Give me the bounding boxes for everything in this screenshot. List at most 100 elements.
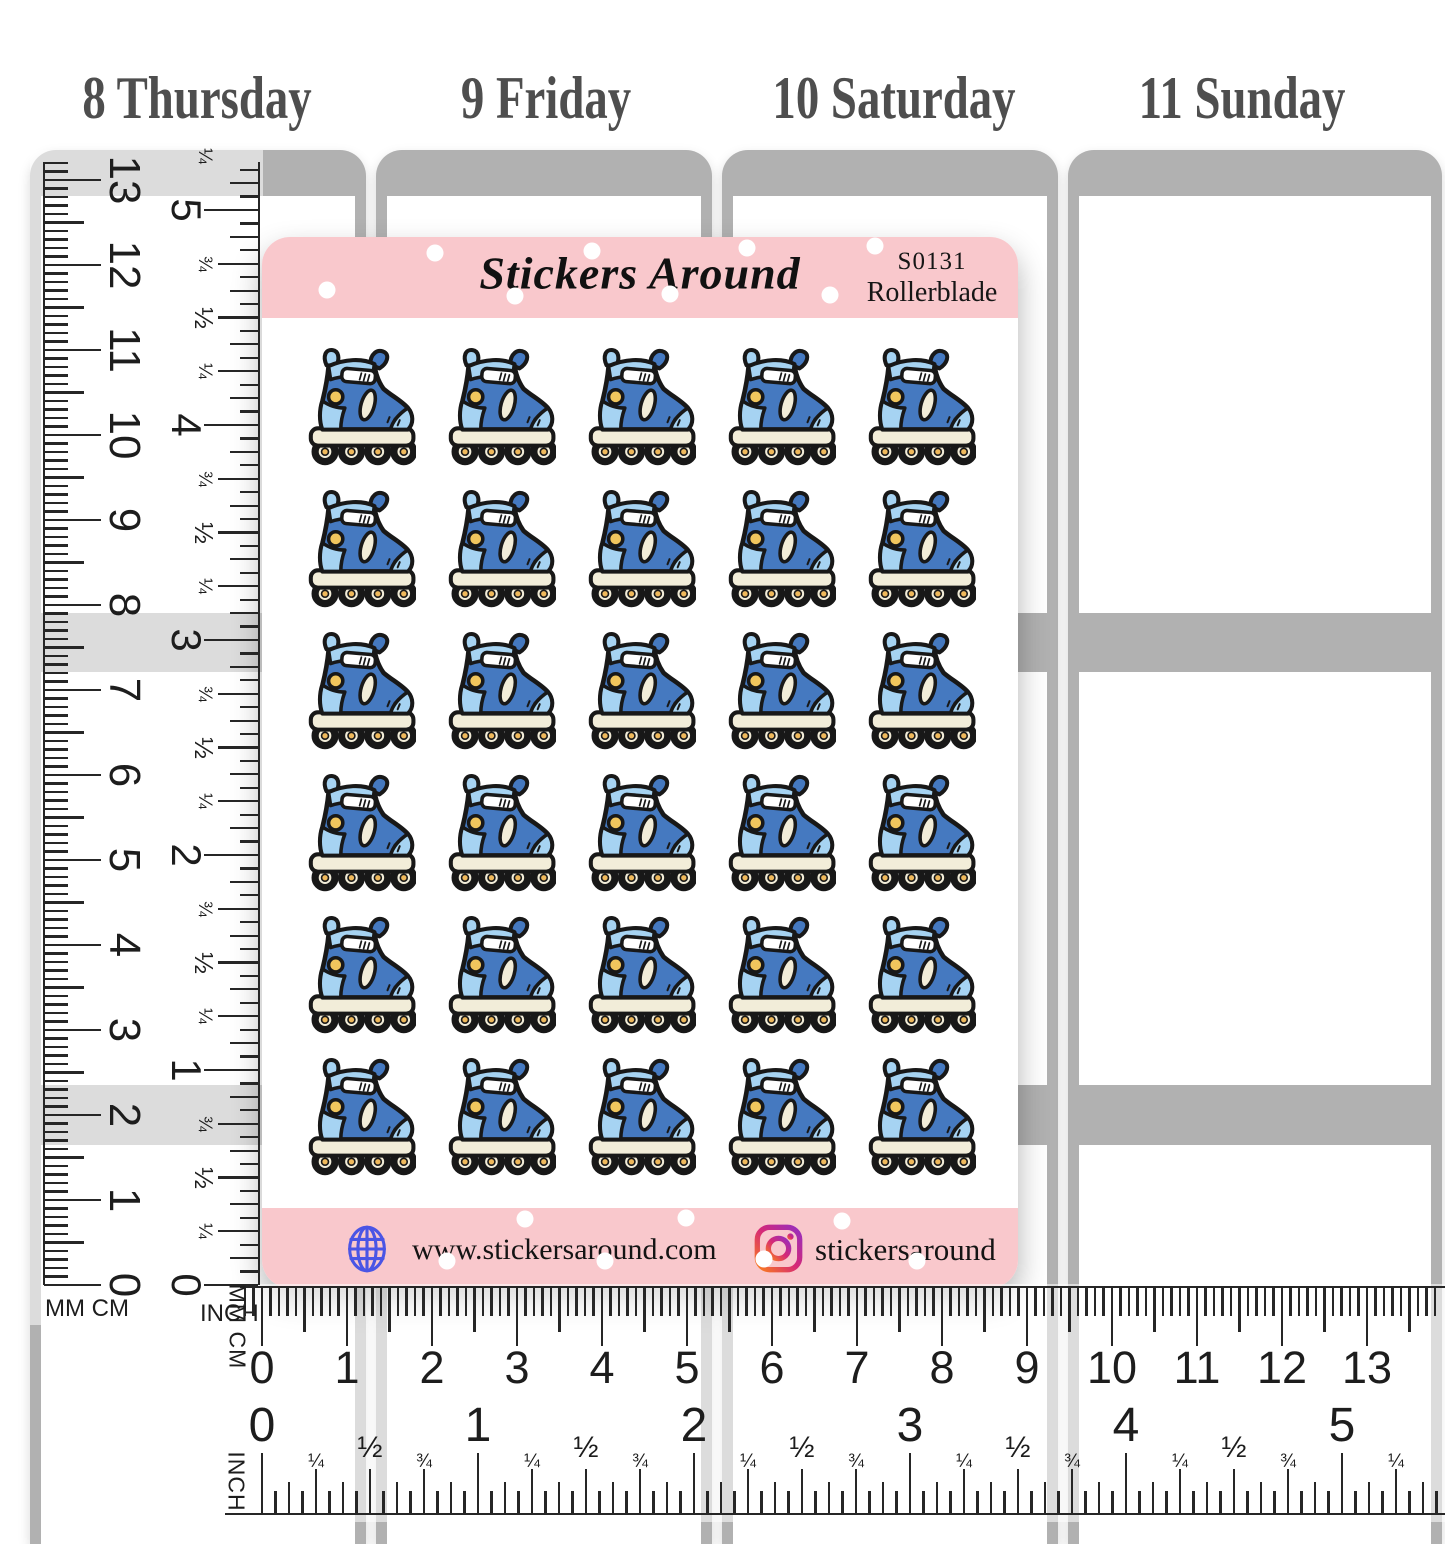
- ruler-tick: [668, 1288, 672, 1316]
- ruler-tick: [44, 586, 68, 590]
- ruler-tick: [679, 1491, 682, 1513]
- ruler-tick: [1221, 1288, 1224, 1316]
- ruler-tick: [204, 1283, 258, 1287]
- ruler-tick: [218, 1015, 258, 1018]
- day-header: 11 Sunday: [1138, 64, 1346, 131]
- instagram-icon: [754, 1224, 803, 1273]
- ruler-tick: [694, 1288, 697, 1316]
- ruler-tick: [44, 841, 68, 845]
- ruler-number: 1: [100, 1187, 149, 1213]
- ruler-tick: [44, 552, 68, 556]
- ruler-tick: [44, 782, 68, 785]
- ruler-tick: [1340, 1288, 1343, 1316]
- ruler-tick: [787, 1288, 791, 1316]
- ruler-tick: [881, 1288, 884, 1316]
- ruler-tick: [240, 302, 258, 306]
- ruler-tick: [337, 1288, 340, 1316]
- ruler-tick: [44, 858, 101, 862]
- ruler-number: 5: [100, 847, 149, 873]
- vertical-rulers-background: [30, 150, 263, 1325]
- ruler-tick: [44, 569, 68, 573]
- ruler-tick: [243, 1288, 247, 1316]
- ruler-tick: [1374, 1288, 1377, 1316]
- ruler-tick: [240, 786, 258, 789]
- ruler-tick: [1391, 1288, 1394, 1316]
- ruler-tick: [44, 195, 68, 199]
- ruler-tick: [44, 1283, 101, 1287]
- polka-dot: [908, 1252, 926, 1270]
- ruler-tick: [584, 1469, 588, 1513]
- ruler-number: 13: [1341, 1342, 1393, 1393]
- ruler-number: 5: [674, 1342, 700, 1393]
- ruler-tick: [44, 943, 101, 947]
- ruler-tick: [204, 423, 258, 427]
- ruler-tick: [1051, 1288, 1054, 1316]
- ruler-number: 7: [100, 677, 149, 703]
- ruler-tick: [44, 331, 68, 335]
- ruler-tick: [230, 1257, 258, 1260]
- ruler-tick: [44, 340, 68, 343]
- ruler-tick: [544, 1491, 547, 1513]
- ruler-number: ¾: [1064, 1451, 1080, 1472]
- ruler-tick: [813, 1288, 816, 1332]
- ruler-tick: [436, 1491, 439, 1513]
- ruler-tick: [44, 1266, 68, 1270]
- ruler-tick: [1111, 1491, 1114, 1513]
- website-url: www.stickersaround.com: [412, 1233, 717, 1266]
- ruler-tick: [44, 1207, 68, 1210]
- ruler-tick: [230, 612, 258, 615]
- rollerblade-sticker: [434, 485, 556, 612]
- ruler-tick: [1289, 1288, 1292, 1316]
- ruler-tick: [665, 1482, 669, 1513]
- ruler-tick: [44, 255, 68, 258]
- ruler-tick: [240, 329, 258, 333]
- ruler-tick: [895, 1491, 898, 1513]
- ruler-tick: [1323, 1288, 1326, 1332]
- ruler-tick: [218, 692, 258, 695]
- ruler-tick: [240, 974, 258, 978]
- ruler-tick: [44, 1011, 68, 1015]
- ruler-tick: [44, 1215, 68, 1219]
- ruler-tick: [638, 1469, 642, 1513]
- ruler-tick: [44, 867, 68, 870]
- ruler-tick: [1314, 1288, 1318, 1316]
- ruler-tick: [218, 961, 258, 964]
- ruler-tick: [44, 459, 68, 462]
- ruler-tick: [827, 1482, 831, 1513]
- ruler-tick: [1030, 1491, 1033, 1513]
- ruler-tick: [240, 625, 258, 628]
- ruler-tick: [558, 1288, 561, 1332]
- ruler-tick: [44, 1139, 68, 1142]
- ruler-tick: [44, 773, 101, 777]
- ruler-tick: [549, 1288, 553, 1316]
- ruler-tick: [44, 1249, 68, 1253]
- ruler-tick: [269, 1288, 272, 1316]
- ruler-number: 3: [100, 1017, 149, 1043]
- ruler-tick: [864, 1288, 867, 1316]
- ruler-tick: [218, 746, 258, 749]
- rollerblade-sticker: [294, 769, 416, 896]
- ruler-tick: [44, 1054, 68, 1057]
- polka-dot: [516, 1210, 534, 1228]
- ruler-tick: [651, 1288, 655, 1316]
- ruler-tick: [44, 1079, 68, 1083]
- ruler-tick: [1178, 1288, 1182, 1316]
- ruler-number: ½: [573, 1431, 599, 1464]
- ruler-tick: [702, 1288, 706, 1316]
- rollerblade-sticker: [294, 343, 416, 470]
- ruler-tick: [1138, 1491, 1141, 1513]
- ruler-tick: [1219, 1491, 1222, 1513]
- ruler-tick: [240, 732, 258, 736]
- ruler-tick: [760, 1491, 763, 1513]
- ruler-tick: [328, 1491, 331, 1513]
- ruler-tick: [230, 827, 258, 830]
- ruler-tick: [949, 1288, 952, 1316]
- ruler-tick: [204, 208, 258, 212]
- ruler-tick: [746, 1469, 750, 1513]
- ruler-tick: [908, 1453, 912, 1513]
- ruler-tick: [230, 397, 258, 400]
- ruler-number: 4: [100, 932, 149, 958]
- ruler-tick: [841, 1491, 844, 1513]
- rollerblade-sticker: [574, 485, 696, 612]
- ruler-number: ¾: [194, 900, 215, 917]
